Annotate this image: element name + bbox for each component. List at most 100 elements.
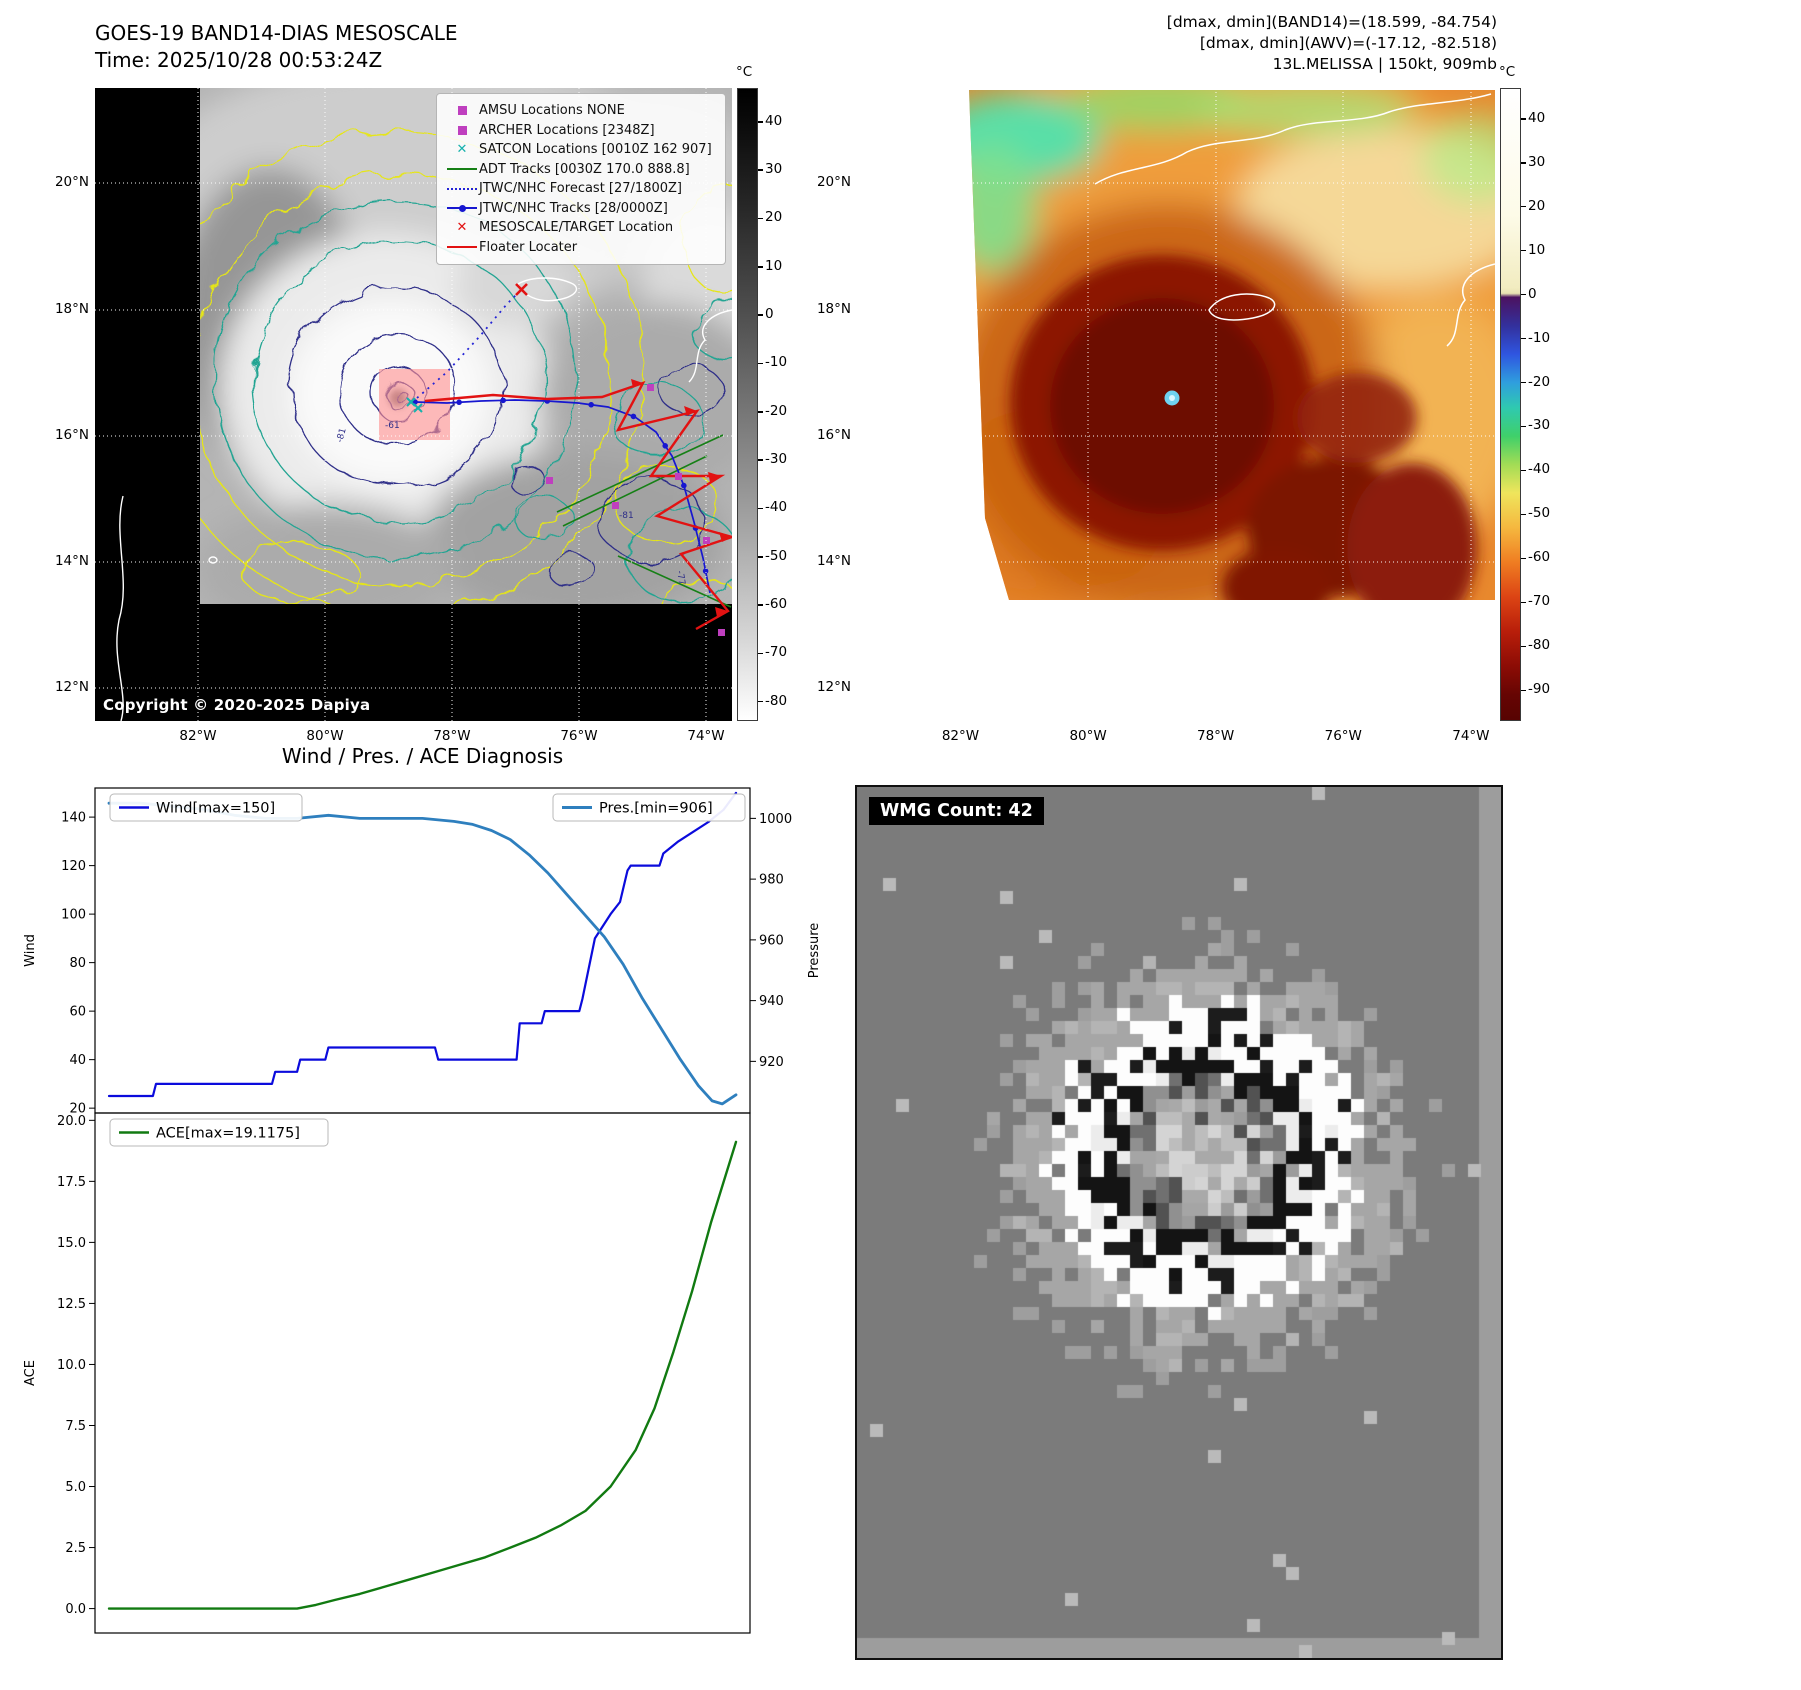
lon-tick-label: 82°W bbox=[941, 728, 980, 744]
colorbar-tick-mark bbox=[1521, 425, 1526, 428]
y-tick-label: 940 bbox=[759, 994, 784, 1009]
marker-glyph bbox=[447, 187, 477, 190]
coastline-hispaniola bbox=[688, 309, 733, 383]
y-tick-label: 20 bbox=[69, 1102, 86, 1117]
lat-tick-label: 18°N bbox=[54, 300, 89, 317]
y-tick-label: 120 bbox=[61, 859, 86, 874]
colorbar-tick-label: 0 bbox=[765, 306, 774, 323]
coastline-cuba bbox=[1094, 93, 1492, 185]
colorbar-tick-mark bbox=[758, 507, 763, 510]
colorbar-tick-label: -20 bbox=[765, 402, 788, 419]
y-tick-label: 80 bbox=[69, 956, 86, 971]
green-line-icon bbox=[445, 168, 479, 171]
lat-tick-label: 20°N bbox=[54, 174, 89, 190]
lon-tick-label: 78°W bbox=[433, 728, 471, 744]
y-tick-label: 15.0 bbox=[57, 1236, 86, 1251]
island-outline bbox=[208, 556, 218, 564]
colorbar-tick-mark bbox=[758, 121, 763, 123]
y-tick-label: 0.0 bbox=[65, 1602, 86, 1617]
colorbar-tick-label: -20 bbox=[1528, 373, 1551, 390]
tr-header-line3: 13L.MELISSA | 150kt, 909mb bbox=[1272, 55, 1497, 73]
blue-line-marker-icon bbox=[445, 204, 479, 212]
contour-labels: -81 -61 -81 -77 bbox=[335, 421, 686, 586]
legend-label: JTWC/NHC Tracks [28/0000Z] bbox=[479, 200, 668, 216]
legend-item: ✕ MESOSCALE/TARGET Location bbox=[445, 218, 717, 238]
jtwc-track bbox=[412, 397, 713, 596]
coastline-central-america bbox=[116, 495, 124, 722]
lon-tick-label: 78°W bbox=[1197, 728, 1235, 744]
colorbar-tick-label: -40 bbox=[1528, 461, 1551, 478]
tl-colorbar-unit: °C bbox=[736, 64, 753, 80]
colorbar-tick-label: 40 bbox=[1528, 109, 1546, 126]
ace-legend-label: ACE[max=19.1175] bbox=[156, 1126, 300, 1142]
axes-layer: 20 40 60 80 100 120 140 920 940 960 980 1000 0.0 2.5 5… bbox=[57, 811, 792, 1617]
ir-cloud-field bbox=[969, 90, 1495, 600]
wind-pres-ace-charts: 20 40 60 80 100 120 140 920 940 960 980 1000 0.0 2.5 5… bbox=[23, 787, 822, 1634]
lat-tick-label: 12°N bbox=[816, 679, 851, 696]
lat-tick-label: 18°N bbox=[816, 300, 851, 317]
colorbar-tick-mark bbox=[1521, 381, 1526, 384]
tr-coastlines bbox=[1094, 93, 1495, 347]
legend-item: ADT Tracks [0030Z 170.0 888.8] bbox=[445, 160, 717, 180]
y-tick-label: 40 bbox=[69, 1053, 86, 1068]
y-tick-label: 2.5 bbox=[65, 1541, 86, 1556]
floater-arrowheads bbox=[631, 379, 732, 617]
marker-glyph: ✕ bbox=[456, 142, 468, 158]
y-tick-label: 5.0 bbox=[65, 1480, 86, 1495]
colorbar-tick-label: 20 bbox=[1528, 197, 1546, 214]
wmg-count-label: WMG Count: 42 bbox=[869, 797, 1044, 825]
marker-glyph bbox=[457, 125, 467, 135]
legend-label: ADT Tracks [0030Z 170.0 888.8] bbox=[479, 161, 690, 177]
colorbar-tick-mark bbox=[1521, 645, 1526, 648]
colorbar-tick-label: -10 bbox=[765, 354, 788, 371]
colorbar-tick-label: -70 bbox=[1528, 593, 1551, 610]
ace-plot-border bbox=[94, 1112, 751, 1634]
coastline-hispaniola-tr bbox=[1446, 263, 1495, 347]
colorbar-tick-mark bbox=[1521, 162, 1526, 164]
y-tick-label: 20.0 bbox=[57, 1114, 86, 1129]
pressure-axis-label: Pressure bbox=[807, 923, 822, 979]
coastline-jamaica-tr bbox=[1208, 293, 1276, 321]
colorbar-tick-mark bbox=[758, 169, 763, 171]
colorbar-tick-mark bbox=[758, 266, 763, 268]
tr-header: [dmax, dmin](BAND14)=(18.599, -84.754) [… bbox=[1000, 12, 1497, 75]
colorbar-tick-label: 10 bbox=[1528, 241, 1546, 258]
series-line bbox=[107, 791, 738, 1098]
colorbar-tick-mark bbox=[1521, 469, 1526, 472]
ir-satellite-image bbox=[969, 90, 1495, 600]
red-x-icon: ✕ bbox=[445, 221, 479, 234]
colorbar-tick-label: -80 bbox=[1528, 637, 1551, 654]
colorbar-tick-mark bbox=[1521, 205, 1526, 208]
lat-tick-label: 14°N bbox=[54, 552, 89, 569]
colorbar-tick-label: -40 bbox=[765, 499, 788, 516]
lon-tick-label: 82°W bbox=[179, 728, 217, 744]
colorbar-tick-mark bbox=[1521, 249, 1526, 252]
colorbar-tick-label: 0 bbox=[1528, 285, 1537, 302]
colorbar-tick-label: -70 bbox=[765, 644, 788, 661]
wind-legend-label: Wind[max=150] bbox=[156, 801, 275, 817]
tr-colorbar-gradient bbox=[1500, 88, 1521, 721]
colorbar-tick-label: 10 bbox=[765, 257, 783, 274]
legend-item: ✕ SATCON Locations [0010Z 162 907] bbox=[445, 140, 717, 160]
blue-dotted-line-icon bbox=[445, 187, 479, 190]
wmg-panel: WMG Count: 42 bbox=[855, 785, 1503, 1660]
pres-legend: Pres.[min=906] bbox=[552, 793, 746, 822]
colorbar-tick-mark bbox=[758, 314, 763, 316]
marker-glyph bbox=[457, 106, 467, 116]
magenta-square-icon bbox=[445, 106, 479, 116]
cyan-x-icon: ✕ bbox=[445, 143, 479, 156]
tl-title-line2: Time: 2025/10/28 00:53:24Z bbox=[95, 48, 383, 72]
hurricane-eye-center bbox=[1169, 395, 1175, 401]
legend-item: Floater Locater bbox=[445, 238, 717, 258]
mesoscale-target-marker bbox=[515, 283, 528, 296]
colorbar-tick-label: 40 bbox=[765, 112, 783, 129]
series-line bbox=[107, 1140, 738, 1610]
magenta-square-icon bbox=[445, 125, 479, 135]
legend-item: AMSU Locations NONE bbox=[445, 101, 717, 121]
legend-item: ARCHER Locations [2348Z] bbox=[445, 121, 717, 141]
lon-tick-label: 76°W bbox=[560, 728, 598, 744]
lon-tick-label: 74°W bbox=[687, 728, 725, 744]
colorbar-tick-label: -30 bbox=[1528, 417, 1551, 434]
lat-tick-label: 16°N bbox=[54, 427, 89, 444]
legend-item: JTWC/NHC Forecast [27/1800Z] bbox=[445, 179, 717, 199]
